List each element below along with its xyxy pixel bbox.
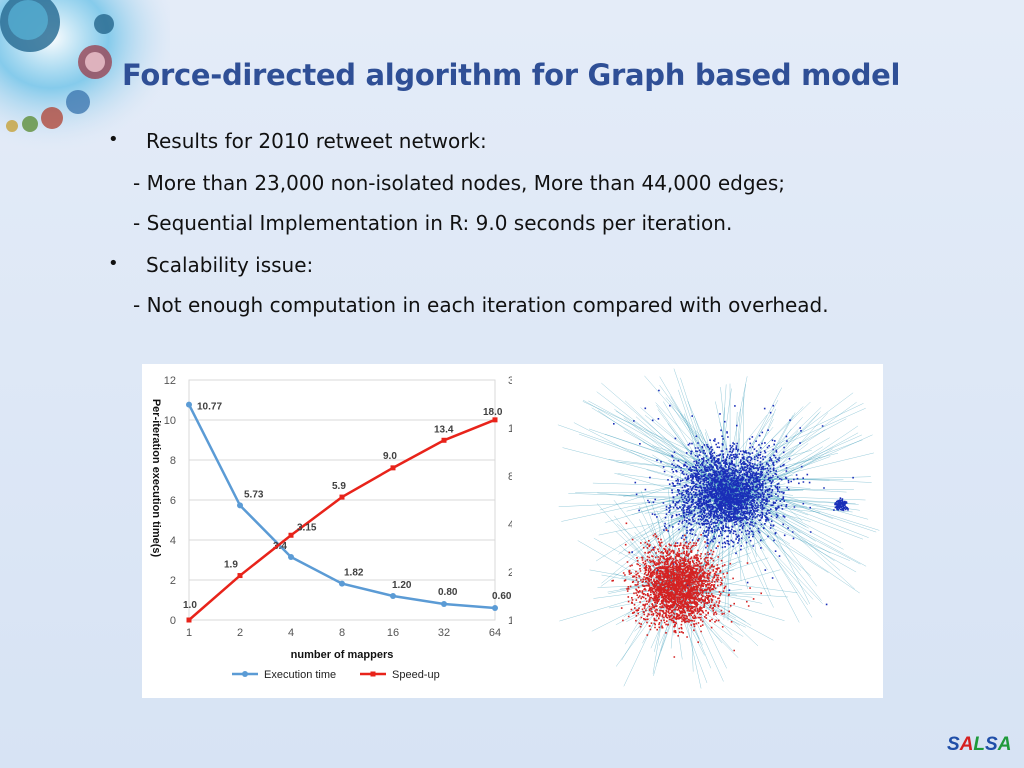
data-label: 3.15: [297, 522, 317, 533]
y-tick-label: 8: [170, 455, 176, 467]
data-point: [186, 401, 192, 408]
x-tick-label: 16: [387, 627, 399, 639]
figure-panel: 024681012124816321248163264number of map…: [142, 364, 883, 698]
y2-tick-label: 1: [508, 615, 512, 627]
data-point: [339, 494, 345, 500]
y-tick-label: 2: [170, 575, 176, 587]
y-tick-label: 0: [170, 615, 176, 627]
salsa-logo: SALSA: [947, 734, 1011, 756]
data-label: 1.82: [344, 568, 364, 579]
network-globe-decoration: [0, 0, 170, 150]
data-label: 1.0: [183, 600, 197, 611]
y-axis-title: Per-iteration execution time(s): [150, 399, 162, 558]
x-tick-label: 64: [489, 627, 501, 639]
y-tick-label: 4: [170, 535, 176, 547]
y2-tick-label: 2: [508, 567, 512, 579]
logo-letter: S: [947, 734, 960, 755]
x-tick-label: 32: [438, 627, 450, 639]
logo-letter: A: [997, 734, 1012, 755]
data-point: [390, 593, 396, 599]
data-label: 0.60: [492, 591, 512, 602]
data-point: [288, 554, 294, 560]
logo-letter: A: [959, 734, 974, 755]
data-label: 10.77: [197, 402, 222, 413]
bullet-scalability: Scalability issue:: [146, 253, 314, 277]
data-label: 13.4: [434, 424, 454, 435]
legend-marker: [370, 671, 376, 677]
sub-bullet-overhead: - Not enough computation in each iterati…: [133, 293, 829, 317]
data-point: [441, 437, 447, 443]
y2-tick-label: 4: [508, 519, 512, 531]
data-point: [492, 417, 498, 423]
data-point: [339, 580, 345, 587]
y2-tick-label: 16: [508, 423, 512, 435]
sub-bullet-nodes-edges: - More than 23,000 non-isolated nodes, M…: [133, 171, 785, 195]
slide-title: Force-directed algorithm for Graph based…: [122, 58, 901, 92]
logo-letter: S: [985, 734, 998, 755]
data-point: [441, 601, 447, 607]
y-tick-label: 6: [170, 495, 176, 507]
bullet-marker: •: [108, 253, 119, 274]
data-point: [492, 605, 498, 611]
x-tick-label: 2: [237, 627, 243, 639]
data-label: 5.73: [244, 489, 264, 500]
y-tick-label: 10: [164, 415, 176, 427]
speedup-line-chart: 024681012124816321248163264number of map…: [150, 375, 512, 681]
legend-marker: [242, 671, 248, 677]
x-tick-label: 1: [186, 627, 192, 639]
data-label: 0.80: [438, 587, 458, 598]
logo-letter: L: [973, 734, 986, 755]
data-label: 9.0: [383, 451, 397, 462]
y2-tick-label: 32: [508, 375, 512, 387]
red-node-cluster: [622, 534, 734, 638]
data-label: 1.9: [224, 560, 238, 571]
x-tick-label: 4: [288, 627, 294, 639]
data-label: 3.4: [273, 541, 287, 552]
legend-label: Speed-up: [392, 669, 440, 681]
x-tick-label: 8: [339, 627, 345, 639]
data-point: [237, 573, 243, 579]
data-label: 1.20: [392, 580, 412, 591]
bullet-results: Results for 2010 retweet network:: [146, 129, 487, 153]
data-point: [390, 465, 396, 471]
retweet-network-visualization: [557, 368, 880, 689]
blue-node-cluster: [665, 435, 791, 549]
blue-satellite-cluster: [833, 497, 849, 512]
data-label: 5.9: [332, 481, 346, 492]
x-axis-title: number of mappers: [291, 649, 394, 661]
y-tick-label: 12: [164, 375, 176, 387]
data-point: [186, 617, 192, 623]
bullet-marker: •: [108, 129, 119, 150]
data-point: [237, 502, 243, 509]
data-point: [288, 532, 294, 538]
legend-label: Execution time: [264, 669, 336, 681]
data-label: 18.0: [483, 407, 503, 418]
sub-bullet-sequential-time: - Sequential Implementation in R: 9.0 se…: [133, 211, 733, 235]
y2-tick-label: 8: [508, 471, 512, 483]
